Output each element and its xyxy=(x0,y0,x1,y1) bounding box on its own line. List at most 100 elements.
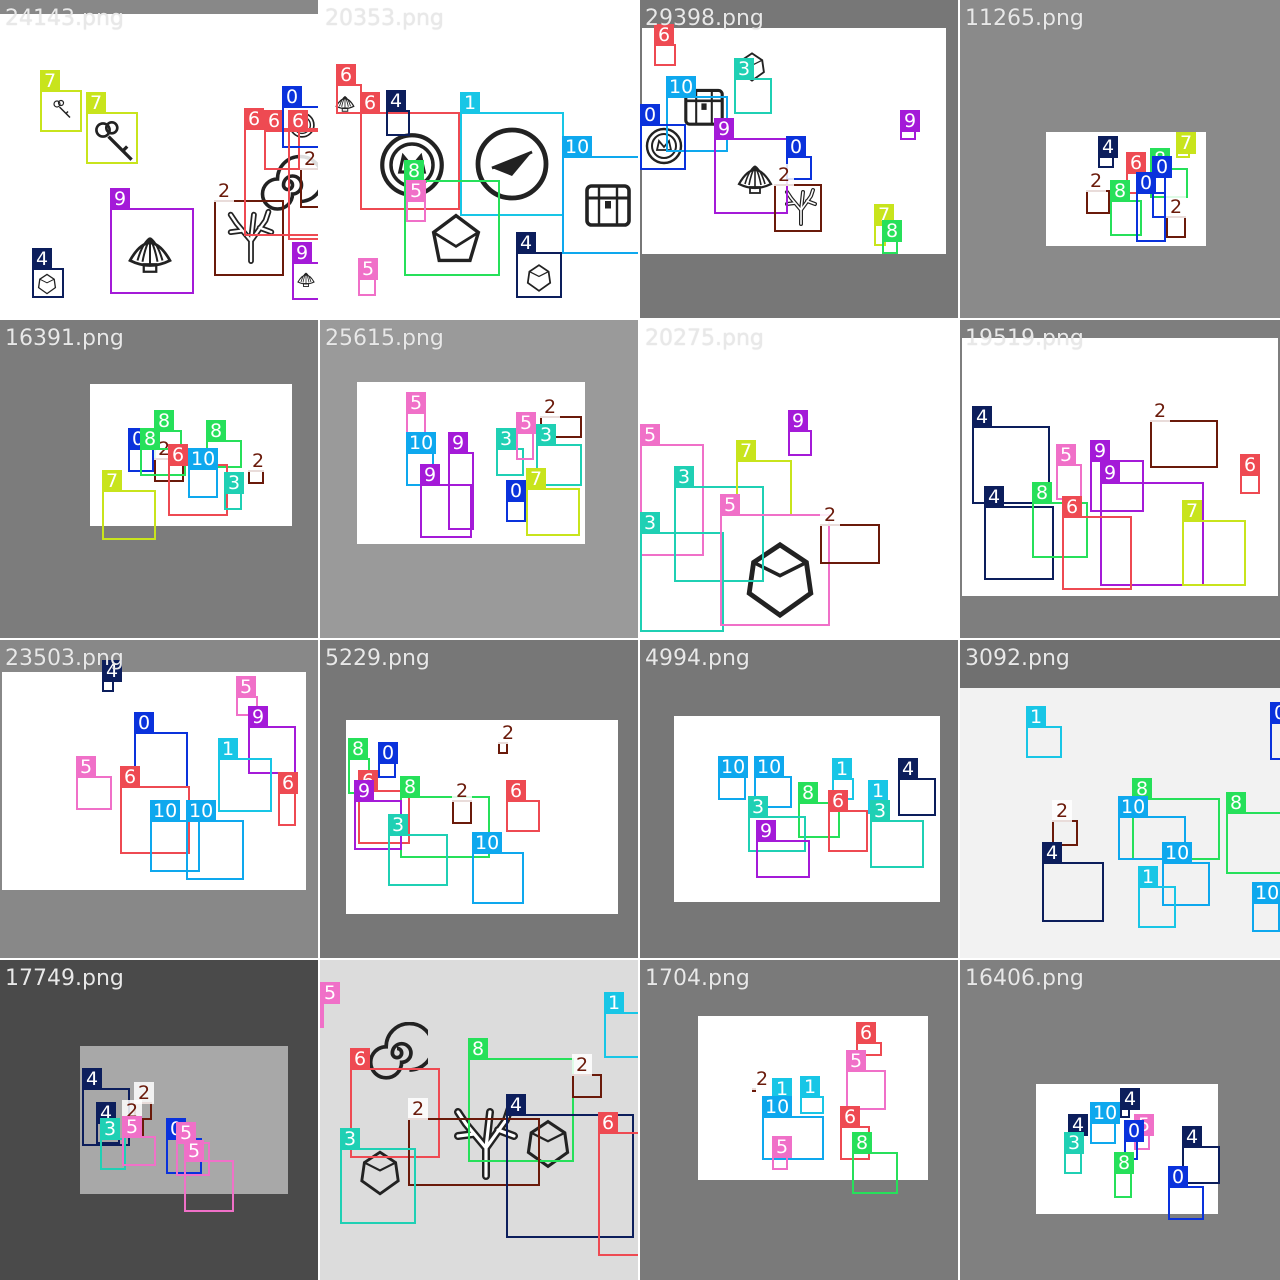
class-label-badge: 4 xyxy=(82,1068,102,1090)
bounding-box: 8 xyxy=(468,1038,574,1162)
class-label-badge: 8 xyxy=(140,428,160,450)
bounding-box: 1 xyxy=(1026,706,1062,758)
class-label-badge: 6 xyxy=(120,766,140,788)
class-label-badge: 0 xyxy=(1168,1166,1188,1188)
bounding-box: 10 xyxy=(1118,796,1186,860)
bounding-box: 0 xyxy=(1136,172,1166,242)
chest-icon xyxy=(578,164,638,244)
bounding-box: 0 xyxy=(506,480,526,522)
class-label-badge: 8 xyxy=(1110,180,1130,202)
bounding-box: 3 xyxy=(674,466,764,582)
class-label-badge: 3 xyxy=(496,428,516,450)
class-label-badge: 1 xyxy=(800,1076,820,1098)
class-label-badge: 4 xyxy=(1068,1114,1088,1136)
class-label-badge: 0 xyxy=(1270,702,1280,724)
tile-filename: 1704.png xyxy=(645,966,750,991)
bounding-box: 6 xyxy=(288,110,318,240)
class-label-badge: 2 xyxy=(540,396,560,418)
class-label-badge: 10 xyxy=(186,800,217,822)
bounding-box: 10 xyxy=(1162,842,1210,906)
class-label-badge: 4 xyxy=(1098,136,1118,158)
class-label-badge: 10 xyxy=(472,832,503,854)
tile-filename: 5229.png xyxy=(325,646,430,671)
bounding-box: 3 xyxy=(640,512,724,632)
mosaic-tile: 5 9 3 7 3 5 2 20275.png xyxy=(640,320,958,638)
class-label-badge: 8 xyxy=(400,776,420,798)
class-label-badge: 10 xyxy=(666,76,697,98)
class-label-badge: 2 xyxy=(408,1098,428,1120)
bounding-box: 6 xyxy=(1240,454,1260,494)
class-label-badge: 6 xyxy=(244,108,264,130)
bounding-box: 10 xyxy=(562,136,638,254)
class-label-badge: 6 xyxy=(1062,496,1082,518)
mosaic-tile: 47682800211265.png xyxy=(960,0,1280,318)
class-label-badge: 4 xyxy=(32,248,52,270)
bounding-box: 6 xyxy=(336,64,362,114)
class-label-badge: 6 xyxy=(840,1106,860,1128)
class-label-badge: 4 xyxy=(506,1094,526,1116)
bounding-box: 2 xyxy=(1086,170,1110,214)
class-label-badge: 5 xyxy=(320,982,340,1004)
class-label-badge: 1 xyxy=(772,1078,792,1100)
class-label-badge: 0 xyxy=(134,712,154,734)
class-label-badge: 0 xyxy=(786,136,806,158)
bounding-box: 5 xyxy=(184,1140,234,1212)
class-label-badge: 10 xyxy=(754,756,785,778)
bounding-box: 6 xyxy=(264,110,300,170)
bounding-box: 5 xyxy=(772,1136,792,1170)
tile-filename: 20353.png xyxy=(325,6,444,31)
class-label-badge: 6 xyxy=(654,24,674,46)
class-label-badge: 2 xyxy=(214,180,234,202)
bounding-box: 3 xyxy=(1064,1132,1084,1174)
bounding-box: 3 xyxy=(496,428,524,476)
chest-icon xyxy=(678,78,730,134)
bounding-box: 5 xyxy=(122,1116,156,1166)
bounding-box: 7 xyxy=(526,468,580,536)
bounding-box: 5 xyxy=(358,258,378,296)
class-label-badge: 4 xyxy=(1182,1126,1202,1148)
bounding-box: 8 xyxy=(882,220,902,254)
gem-icon xyxy=(354,1140,406,1206)
bounding-box: 10 xyxy=(718,756,749,800)
class-label-badge: 8 xyxy=(1032,482,1052,504)
bounding-box: 2 xyxy=(820,504,880,564)
class-label-badge: 5 xyxy=(516,412,536,434)
class-label-badge: 2 xyxy=(248,450,268,472)
bounding-box: 9 xyxy=(354,780,402,850)
class-label-badge: 5 xyxy=(406,392,426,414)
class-label-badge: 10 xyxy=(1090,1102,1121,1124)
bounding-box: 9 xyxy=(756,820,810,878)
tile-border-band xyxy=(960,640,1280,688)
class-label-badge: 10 xyxy=(562,136,593,158)
gem-icon xyxy=(520,1114,576,1174)
class-label-badge: 2 xyxy=(300,148,318,170)
class-label-badge: 9 xyxy=(756,820,776,842)
class-label-badge: 7 xyxy=(1182,500,1202,522)
class-label-badge: 7 xyxy=(526,468,546,490)
class-label-badge: 0 xyxy=(640,104,660,126)
class-label-badge: 0 xyxy=(1124,1120,1144,1142)
class-label-badge: 3 xyxy=(1064,1132,1084,1154)
bounding-box: 0 xyxy=(282,86,318,148)
bounding-box: 10 xyxy=(188,448,219,498)
class-label-badge: 5 xyxy=(406,180,426,202)
class-label-badge: 2 xyxy=(572,1054,592,1076)
bounding-box: 7 xyxy=(102,470,156,540)
bounding-box: 6 xyxy=(856,1022,882,1056)
tile-filename: 16391.png xyxy=(5,326,124,351)
class-label-badge: 2 xyxy=(820,504,840,526)
class-label-badge: 6 xyxy=(264,110,284,132)
class-label-badge: 5 xyxy=(176,1122,196,1144)
class-label-badge: 6 xyxy=(828,790,848,812)
tile-filename: 20275.png xyxy=(645,326,764,351)
tile-border-band xyxy=(0,0,318,14)
mosaic-tile: 5 2 10 9 3 5 3 9 7 0 25615.png xyxy=(320,320,638,638)
class-label-badge: 9 xyxy=(714,118,734,140)
class-label-badge: 2 xyxy=(774,164,794,186)
class-label-badge: 7 xyxy=(40,70,60,92)
bounding-box: 10 xyxy=(186,800,244,880)
class-label-badge: 10 xyxy=(1162,842,1193,864)
class-label-badge: 9 xyxy=(354,780,374,802)
mosaic-tile: 802682693105229.png xyxy=(320,640,638,958)
class-label-badge: 10 xyxy=(1252,882,1280,904)
